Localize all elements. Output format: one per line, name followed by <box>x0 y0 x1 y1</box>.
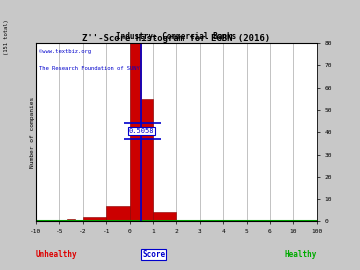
Text: (151 total): (151 total) <box>4 19 9 55</box>
Bar <box>141 99 153 221</box>
Bar <box>67 219 75 221</box>
Y-axis label: Number of companies: Number of companies <box>30 97 35 168</box>
Text: Unhealthy: Unhealthy <box>36 250 78 259</box>
Text: 0.5058: 0.5058 <box>129 128 154 134</box>
Text: Score: Score <box>142 250 166 259</box>
Bar <box>83 217 106 221</box>
Text: Healthy: Healthy <box>284 250 317 259</box>
Text: Industry: Commercial Banks: Industry: Commercial Banks <box>116 32 237 41</box>
Bar <box>106 206 130 221</box>
Bar <box>130 43 141 221</box>
Bar <box>153 212 176 221</box>
Text: ©www.textbiz.org: ©www.textbiz.org <box>39 49 91 53</box>
Text: The Research Foundation of SUNY: The Research Foundation of SUNY <box>39 66 140 71</box>
Title: Z''-Score Histogram for EGBN (2016): Z''-Score Histogram for EGBN (2016) <box>82 34 270 43</box>
